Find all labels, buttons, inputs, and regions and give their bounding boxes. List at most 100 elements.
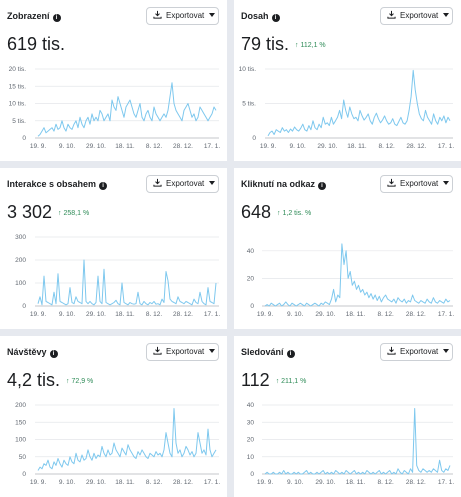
y-tick-label: 200 bbox=[15, 402, 26, 409]
caret-down-icon bbox=[209, 349, 216, 353]
download-icon bbox=[153, 346, 162, 355]
x-tick-label: 9. 10. bbox=[287, 311, 303, 318]
export-label: Exportovat bbox=[166, 347, 205, 356]
y-tick-label: 15 tis. bbox=[9, 83, 27, 90]
x-tick-label: 8. 12. bbox=[146, 479, 162, 486]
series-line bbox=[37, 82, 217, 137]
card-title: Dosah bbox=[241, 11, 269, 21]
metric-value: 4,2 tis. bbox=[7, 370, 61, 390]
x-tick-label: 28. 12. bbox=[173, 479, 193, 486]
download-icon bbox=[387, 10, 396, 19]
y-tick-label: 0 bbox=[22, 135, 26, 142]
card-dosah: Dosah i Exportovat 79 tis. ↑ 112,1 % 0 5 ti… bbox=[234, 0, 461, 161]
metric-value: 648 bbox=[241, 202, 272, 222]
x-tick-label: 8. 12. bbox=[379, 143, 395, 150]
metric-delta: ↑ 258,1 % bbox=[58, 210, 90, 217]
x-tick-label: 19. 9. bbox=[30, 143, 46, 150]
card-kliknuti: Kliknutí na odkaz i Exportovat 648 ↑ 1,2 t… bbox=[234, 168, 461, 329]
x-tick-label: 28. 12. bbox=[406, 311, 426, 318]
y-tick-label: 0 bbox=[250, 303, 254, 310]
y-tick-label: 50 bbox=[19, 454, 27, 461]
series-line bbox=[264, 243, 451, 307]
x-tick-label: 29. 10. bbox=[317, 143, 337, 150]
x-tick-label: 18. 11. bbox=[115, 311, 135, 318]
card-title: Sledování bbox=[241, 347, 284, 357]
export-button[interactable]: Exportovat bbox=[146, 7, 219, 25]
x-tick-label: 8. 12. bbox=[378, 311, 394, 318]
x-tick-label: 29. 10. bbox=[315, 479, 335, 486]
line-chart: 0 10 20 30 40 19. 9. 9. 10. 29. 10. 18. 11. 8. 12… bbox=[247, 402, 455, 486]
x-tick-label: 8. 12. bbox=[146, 311, 162, 318]
card-title: Návštěvy bbox=[7, 347, 47, 357]
y-tick-label: 10 tis. bbox=[239, 66, 257, 73]
metric-delta: ↑ 1,2 tis. % bbox=[277, 210, 312, 217]
info-icon[interactable]: i bbox=[99, 182, 108, 190]
line-chart: 0 50 100 150 200 19. 9. 9. 10. 29. 10. 18. 11. 8.… bbox=[15, 402, 220, 486]
x-tick-label: 9. 10. bbox=[59, 143, 75, 150]
x-tick-label: 19. 9. bbox=[30, 479, 46, 486]
export-button[interactable]: Exportovat bbox=[380, 7, 453, 25]
y-tick-label: 40 bbox=[247, 402, 255, 409]
info-icon[interactable]: i bbox=[49, 350, 58, 358]
series-line bbox=[37, 259, 217, 306]
line-chart: 0 5 tis. 10 tis. 19. 9. 9. 10. 29. 10. 18. 11.… bbox=[239, 66, 455, 150]
export-button[interactable]: Exportovat bbox=[146, 343, 219, 361]
x-tick-label: 8. 12. bbox=[146, 143, 162, 150]
info-icon[interactable]: i bbox=[52, 14, 61, 22]
metric-delta: ↑ 112,1 % bbox=[295, 42, 326, 49]
x-tick-label: 28. 12. bbox=[406, 479, 426, 486]
export-label: Exportovat bbox=[400, 347, 439, 356]
y-tick-label: 30 bbox=[247, 419, 255, 426]
x-tick-label: 17. 1. bbox=[204, 479, 220, 486]
x-tick-label: 29. 10. bbox=[86, 311, 106, 318]
metric-value: 112 bbox=[241, 370, 270, 390]
caret-down-icon bbox=[443, 349, 450, 353]
export-label: Exportovat bbox=[400, 11, 439, 20]
y-tick-label: 20 bbox=[247, 437, 255, 444]
x-tick-label: 18. 11. bbox=[115, 143, 135, 150]
card-title: Zobrazení bbox=[7, 11, 50, 21]
x-tick-label: 28. 12. bbox=[406, 143, 426, 150]
y-tick-label: 10 tis. bbox=[9, 101, 27, 108]
card-interakce: Interakce s obsahem i Exportovat 3 302 ↑ 2… bbox=[0, 168, 227, 329]
y-tick-label: 0 bbox=[22, 471, 26, 478]
caret-down-icon bbox=[443, 13, 450, 17]
y-tick-label: 100 bbox=[15, 280, 26, 287]
y-tick-label: 0 bbox=[250, 471, 254, 478]
x-tick-label: 9. 10. bbox=[290, 143, 306, 150]
export-button[interactable]: Exportovat bbox=[380, 175, 453, 193]
export-button[interactable]: Exportovat bbox=[380, 343, 453, 361]
y-tick-label: 20 bbox=[247, 276, 255, 283]
caret-down-icon bbox=[209, 13, 216, 17]
export-label: Exportovat bbox=[166, 11, 205, 20]
x-tick-label: 17. 1. bbox=[438, 143, 454, 150]
x-tick-label: 29. 10. bbox=[315, 311, 335, 318]
y-tick-label: 5 tis. bbox=[242, 101, 256, 108]
card-sledovani: Sledování i Exportovat 112 ↑ 211,1 % 0 10 20… bbox=[234, 336, 461, 497]
y-tick-label: 0 bbox=[22, 303, 26, 310]
caret-down-icon bbox=[443, 181, 450, 185]
export-label: Exportovat bbox=[166, 179, 205, 188]
x-tick-label: 9. 10. bbox=[59, 311, 75, 318]
x-tick-label: 17. 1. bbox=[204, 143, 220, 150]
x-tick-label: 19. 9. bbox=[257, 311, 273, 318]
y-tick-label: 5 tis. bbox=[12, 118, 26, 125]
download-icon bbox=[387, 346, 396, 355]
x-tick-label: 19. 9. bbox=[30, 311, 46, 318]
y-tick-label: 100 bbox=[15, 437, 26, 444]
x-tick-label: 9. 10. bbox=[59, 479, 75, 486]
info-icon[interactable]: i bbox=[286, 350, 295, 358]
line-chart: 0 100 200 300 19. 9. 9. 10. 29. 10. 18. 11. 8. 1… bbox=[15, 234, 220, 318]
x-tick-label: 18. 11. bbox=[347, 143, 367, 150]
info-icon[interactable]: i bbox=[318, 182, 327, 190]
x-tick-label: 17. 1. bbox=[204, 311, 220, 318]
metric-value: 79 tis. bbox=[241, 34, 290, 54]
download-icon bbox=[153, 178, 162, 187]
x-tick-label: 29. 10. bbox=[86, 143, 106, 150]
y-tick-label: 40 bbox=[247, 248, 255, 255]
y-tick-label: 150 bbox=[15, 419, 26, 426]
info-icon[interactable]: i bbox=[271, 14, 280, 22]
series-line bbox=[264, 408, 451, 475]
export-button[interactable]: Exportovat bbox=[146, 175, 219, 193]
